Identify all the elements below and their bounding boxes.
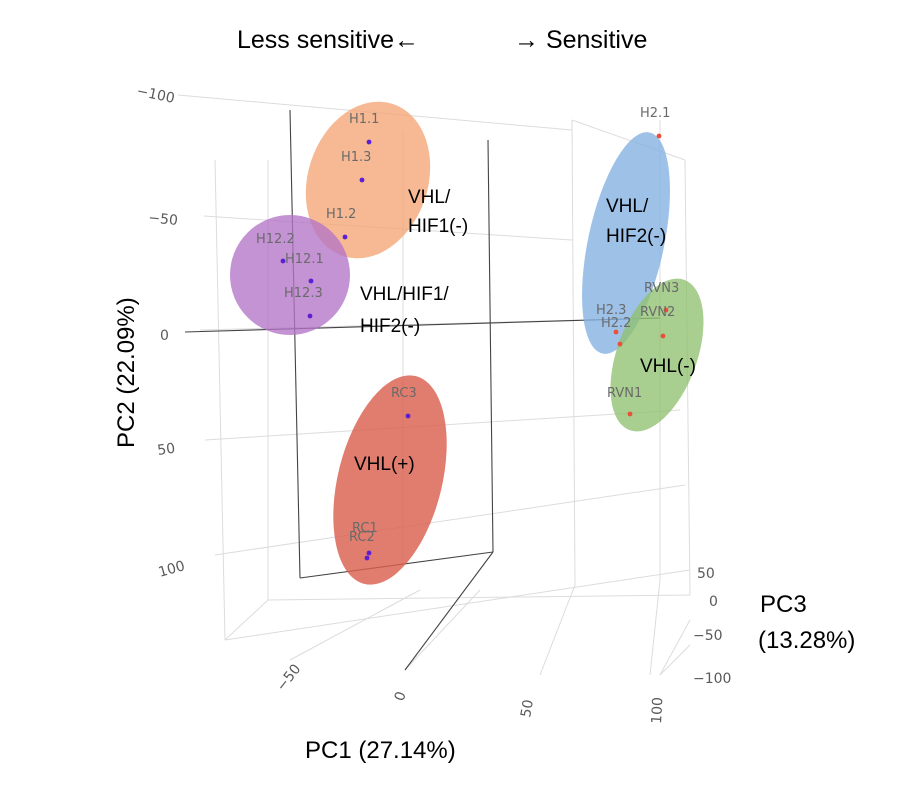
label-h12-1: H12.1: [285, 252, 324, 267]
label-h1-1: H1.1: [349, 112, 379, 127]
point-rvn2: [660, 333, 666, 339]
pc1-axis-title: PC1 (27.14%): [305, 737, 456, 764]
group-ellipse-vhl-hif1-hif2: [230, 215, 350, 335]
point-rc1: [366, 550, 372, 556]
group-ellipse-vhl-plus: [333, 375, 447, 585]
point-rc2: [364, 555, 370, 561]
pc1-tick-100: 100: [649, 697, 666, 725]
group-label-vhl-hif1-line1: VHL/: [408, 187, 451, 208]
pc3-tick-0: 0: [709, 594, 718, 610]
pc2-tick-minus100: −100: [135, 83, 176, 107]
group-label-vhl-hif2-line2: HIF2(-): [606, 226, 666, 247]
point-labels: H1.1 H1.3 H1.2 H12.2 H12.1 H12.3 RC3 RC1…: [256, 106, 679, 545]
label-h2-3: H2.3: [596, 303, 626, 318]
group-label-vhl-plus: VHL(+): [354, 454, 415, 475]
points: [280, 133, 669, 561]
label-rc3: RC3: [391, 386, 417, 401]
pc2-tick-minus50: −50: [148, 210, 179, 229]
pc1-tick-0: 0: [392, 690, 410, 704]
group-ellipse-vhl-minus: [610, 278, 704, 432]
group-ellipse-vhl-hif1: [305, 101, 431, 259]
point-rc3: [405, 413, 411, 419]
label-rvn2: RVN2: [640, 305, 675, 320]
point-h1-1: [366, 139, 372, 145]
label-h1-3: H1.3: [341, 150, 371, 165]
header-sensitive: → Sensitive: [514, 26, 647, 54]
pc3-axis-title-line1: PC3: [760, 591, 807, 618]
point-h1-3: [359, 177, 365, 183]
pc1-tick-50: 50: [518, 698, 537, 718]
group-labels: VHL/ HIF1(-) VHL/HIF1/ HIF2(-) VHL(+) VH…: [354, 187, 696, 475]
group-label-vhl-hif1-line2: HIF1(-): [408, 216, 468, 237]
label-h1-2: H1.2: [326, 207, 356, 222]
pc3-tick-50: 50: [697, 566, 715, 582]
pc3-ticks: 50 0 −50 −100: [693, 566, 731, 687]
label-rvn3: RVN3: [644, 281, 679, 296]
group-label-vhl-hif1-hif2-line1: VHL/HIF1/: [360, 284, 449, 305]
pc1-ticks: −50 0 50 100: [274, 661, 667, 724]
point-rvn1: [627, 411, 633, 417]
pc1-tick-minus50: −50: [274, 661, 305, 694]
label-rvn1: RVN1: [607, 386, 642, 401]
axis-lines: [184, 109, 661, 671]
label-h12-3: H12.3: [284, 286, 323, 301]
header-less-sensitive: Less sensitive←: [237, 26, 419, 54]
point-h2-3: [613, 329, 619, 335]
label-h12-2: H12.2: [256, 232, 295, 247]
group-label-vhl-hif1-hif2-line2: HIF2(-): [360, 316, 420, 337]
pc2-tick-50: 50: [156, 441, 176, 459]
point-rvn3: [663, 307, 669, 313]
pc2-ticks: −100 −50 0 50 100: [135, 83, 187, 581]
pc3-axis-title-line2: (13.28%): [758, 627, 855, 654]
pc3-tick-minus50: −50: [693, 628, 723, 644]
group-label-vhl-minus: VHL(-): [640, 356, 696, 377]
point-h2-2: [617, 341, 623, 347]
label-rc2: RC2: [349, 530, 375, 545]
label-h2-2: H2.2: [601, 316, 631, 331]
pc2-axis-title: PC2 (22.09%): [113, 297, 140, 448]
point-h12-1: [308, 278, 314, 284]
point-h12-3: [307, 313, 313, 319]
label-h2-1: H2.1: [640, 106, 670, 121]
point-h2-1: [656, 133, 662, 139]
pc2-tick-100: 100: [157, 558, 187, 581]
group-label-vhl-hif2-line1: VHL/: [606, 196, 649, 217]
pc3-tick-minus100: −100: [693, 671, 731, 687]
point-h12-2: [280, 258, 286, 264]
point-h1-2: [342, 234, 348, 240]
label-rc1: RC1: [352, 521, 378, 536]
pc2-tick-0: 0: [160, 328, 169, 344]
